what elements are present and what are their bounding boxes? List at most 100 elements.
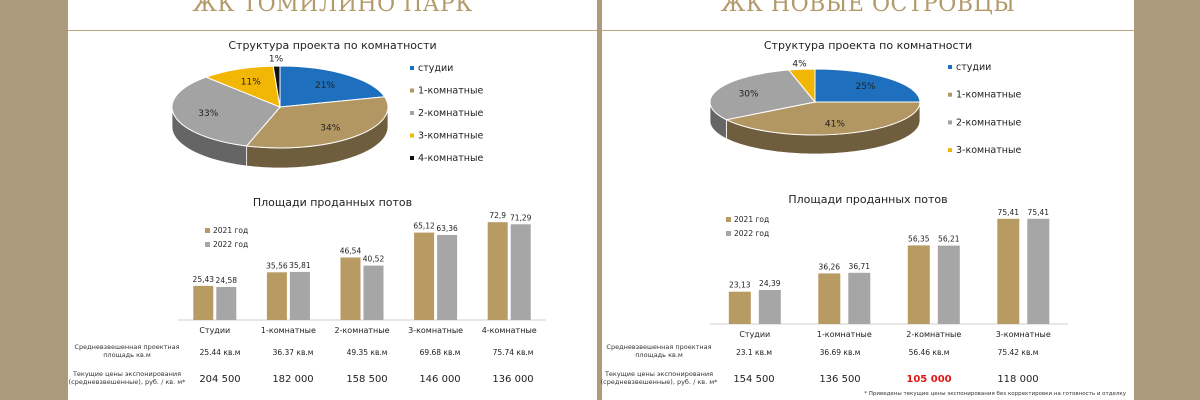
panel-title-banner: ЖК ТОМИЛИНО ПАРК (68, 0, 597, 31)
area-cell: 75.42 кв.м (997, 348, 1039, 357)
pie-slice (787, 68, 816, 104)
bar (907, 245, 930, 324)
charts-canvas-right: 25% 41% 30% 4% студии 1-комнатные 2-комнатные 3… (709, 59, 1068, 339)
pie-data-label: 33% (198, 109, 218, 119)
pie-data-label: 34% (320, 123, 340, 133)
price-cell: 136 000 (492, 374, 534, 385)
legend-swatch (948, 148, 952, 153)
price-cell: 105 000 (906, 374, 952, 385)
pie-slice (709, 69, 816, 121)
area-cell: 36.37 кв.м (272, 348, 314, 357)
bar-data-label: 24,58 (216, 276, 238, 285)
bar-data-label: 63,36 (436, 224, 458, 233)
pie-data-label: 30% (739, 90, 759, 100)
x-tick-label: 3-комнатные (996, 330, 1051, 339)
bar-data-label: 35,81 (289, 261, 311, 270)
legend-label: 2-комнатные (956, 117, 1021, 128)
legend-label: 1-комнатные (956, 90, 1021, 101)
price-row-label: Текущие цены экспонирования (средневзвеш… (68, 370, 186, 386)
bar-data-label: 56,21 (938, 235, 960, 244)
price-row-label: Текущие цены экспонирования (средневзвеш… (600, 370, 718, 386)
x-tick-label: 2-комнатные (335, 326, 390, 335)
legend-label: 2021 год (213, 226, 248, 235)
legend-label: 1-комнатные (418, 86, 483, 97)
pie-data-label: 21% (315, 81, 335, 91)
bar-data-label: 75,41 (1028, 208, 1050, 217)
bar-data-label: 36,26 (819, 262, 841, 271)
area-cell: 69.68 кв.м (419, 348, 461, 357)
footnote: * Приведены текущие цены экспонирования … (864, 391, 1126, 397)
bar-data-label: 46,54 (340, 247, 362, 256)
legend-swatch (948, 65, 952, 69)
area-cell: 75.74 кв.м (492, 348, 534, 357)
legend-swatch (410, 88, 414, 93)
panel-title: ЖК ТОМИЛИНО ПАРК (192, 0, 473, 17)
legend-label: 2022 год (213, 240, 248, 249)
legend-label: 2-комнатные (418, 108, 483, 119)
panel-novye-ostrovtsy: ЖК НОВЫЕ ОСТРОВЦЫ Структура проекта по к… (600, 0, 1134, 400)
pie-slice (204, 65, 281, 108)
legend-label: 2022 год (734, 229, 769, 238)
area-cell: 56.46 кв.м (908, 348, 950, 357)
bar (414, 232, 435, 320)
bar-data-label: 71,29 (510, 213, 532, 222)
bar (340, 257, 361, 320)
bar (937, 245, 960, 324)
legend-label: 4-комнатные (418, 153, 483, 164)
bar-data-label: 40,52 (363, 255, 385, 264)
legend-label: 3-комнатные (956, 145, 1021, 156)
legend-label: студии (418, 63, 453, 74)
legend-label: 3-комнатные (418, 131, 483, 142)
x-tick-label: 3-комнатные (408, 326, 463, 335)
pie-data-label: 4% (792, 59, 807, 69)
pie-chart-title: Структура проекта по комнатности (763, 39, 973, 52)
bar (216, 287, 237, 320)
pie-slice (279, 65, 386, 108)
pie-data-label: 11% (241, 77, 261, 87)
bar (728, 291, 751, 324)
legend-swatch (410, 66, 414, 70)
pie-chart-title: Структура проекта по комнатности (228, 39, 437, 52)
legend-label: 2021 год (734, 215, 769, 224)
pie-data-label: 1% (269, 55, 284, 65)
x-tick-label: 1-комнатные (261, 326, 316, 335)
area-cell: 25.44 кв.м (199, 348, 241, 357)
bar (363, 265, 384, 320)
bar-data-label: 65,12 (413, 222, 435, 231)
legend-swatch (726, 217, 731, 222)
pie-slice (171, 76, 281, 147)
bar-data-label: 72,9 (489, 211, 506, 220)
bar-data-label: 24,39 (759, 279, 781, 288)
legend-swatch (205, 228, 210, 233)
bar (1027, 218, 1050, 324)
bar (818, 273, 841, 324)
price-cell: 158 500 (346, 374, 388, 385)
area-row-label: Средневзвешенная проектная площадь кв.м (74, 343, 180, 359)
bar-data-label: 56,35 (908, 234, 930, 243)
area-cell: 49.35 кв.м (346, 348, 388, 357)
bar (997, 218, 1020, 324)
legend-swatch (410, 133, 414, 138)
bar (758, 290, 781, 324)
panel-title-banner: ЖК НОВЫЕ ОСТРОВЦЫ (602, 0, 1134, 31)
pie-slice (814, 68, 921, 103)
x-tick-label: 2-комнатные (906, 330, 961, 339)
legend-swatch (948, 120, 952, 125)
pie-slice (245, 96, 389, 149)
legend-swatch (410, 156, 414, 160)
price-cell: 118 000 (997, 374, 1039, 385)
pie-data-label: 25% (855, 82, 875, 92)
charts-canvas-left: 21% 34% 33% 11% 1% студии 1-комнатные 2-комнатн… (171, 55, 546, 335)
bar-data-label: 75,41 (998, 208, 1020, 217)
panel-title: ЖК НОВЫЕ ОСТРОВЦЫ (720, 0, 1016, 17)
bar-chart-title: Площади проданных потов (788, 193, 948, 206)
bar (289, 271, 310, 320)
pie-data-label: 41% (825, 120, 845, 130)
legend-swatch (726, 231, 731, 236)
area-cell: 36.69 кв.м (819, 348, 861, 357)
bar-data-label: 35,56 (266, 261, 288, 270)
legend-label: студии (956, 62, 991, 73)
bar (848, 272, 871, 324)
legend-swatch (410, 111, 414, 115)
price-cell: 154 500 (733, 374, 775, 385)
